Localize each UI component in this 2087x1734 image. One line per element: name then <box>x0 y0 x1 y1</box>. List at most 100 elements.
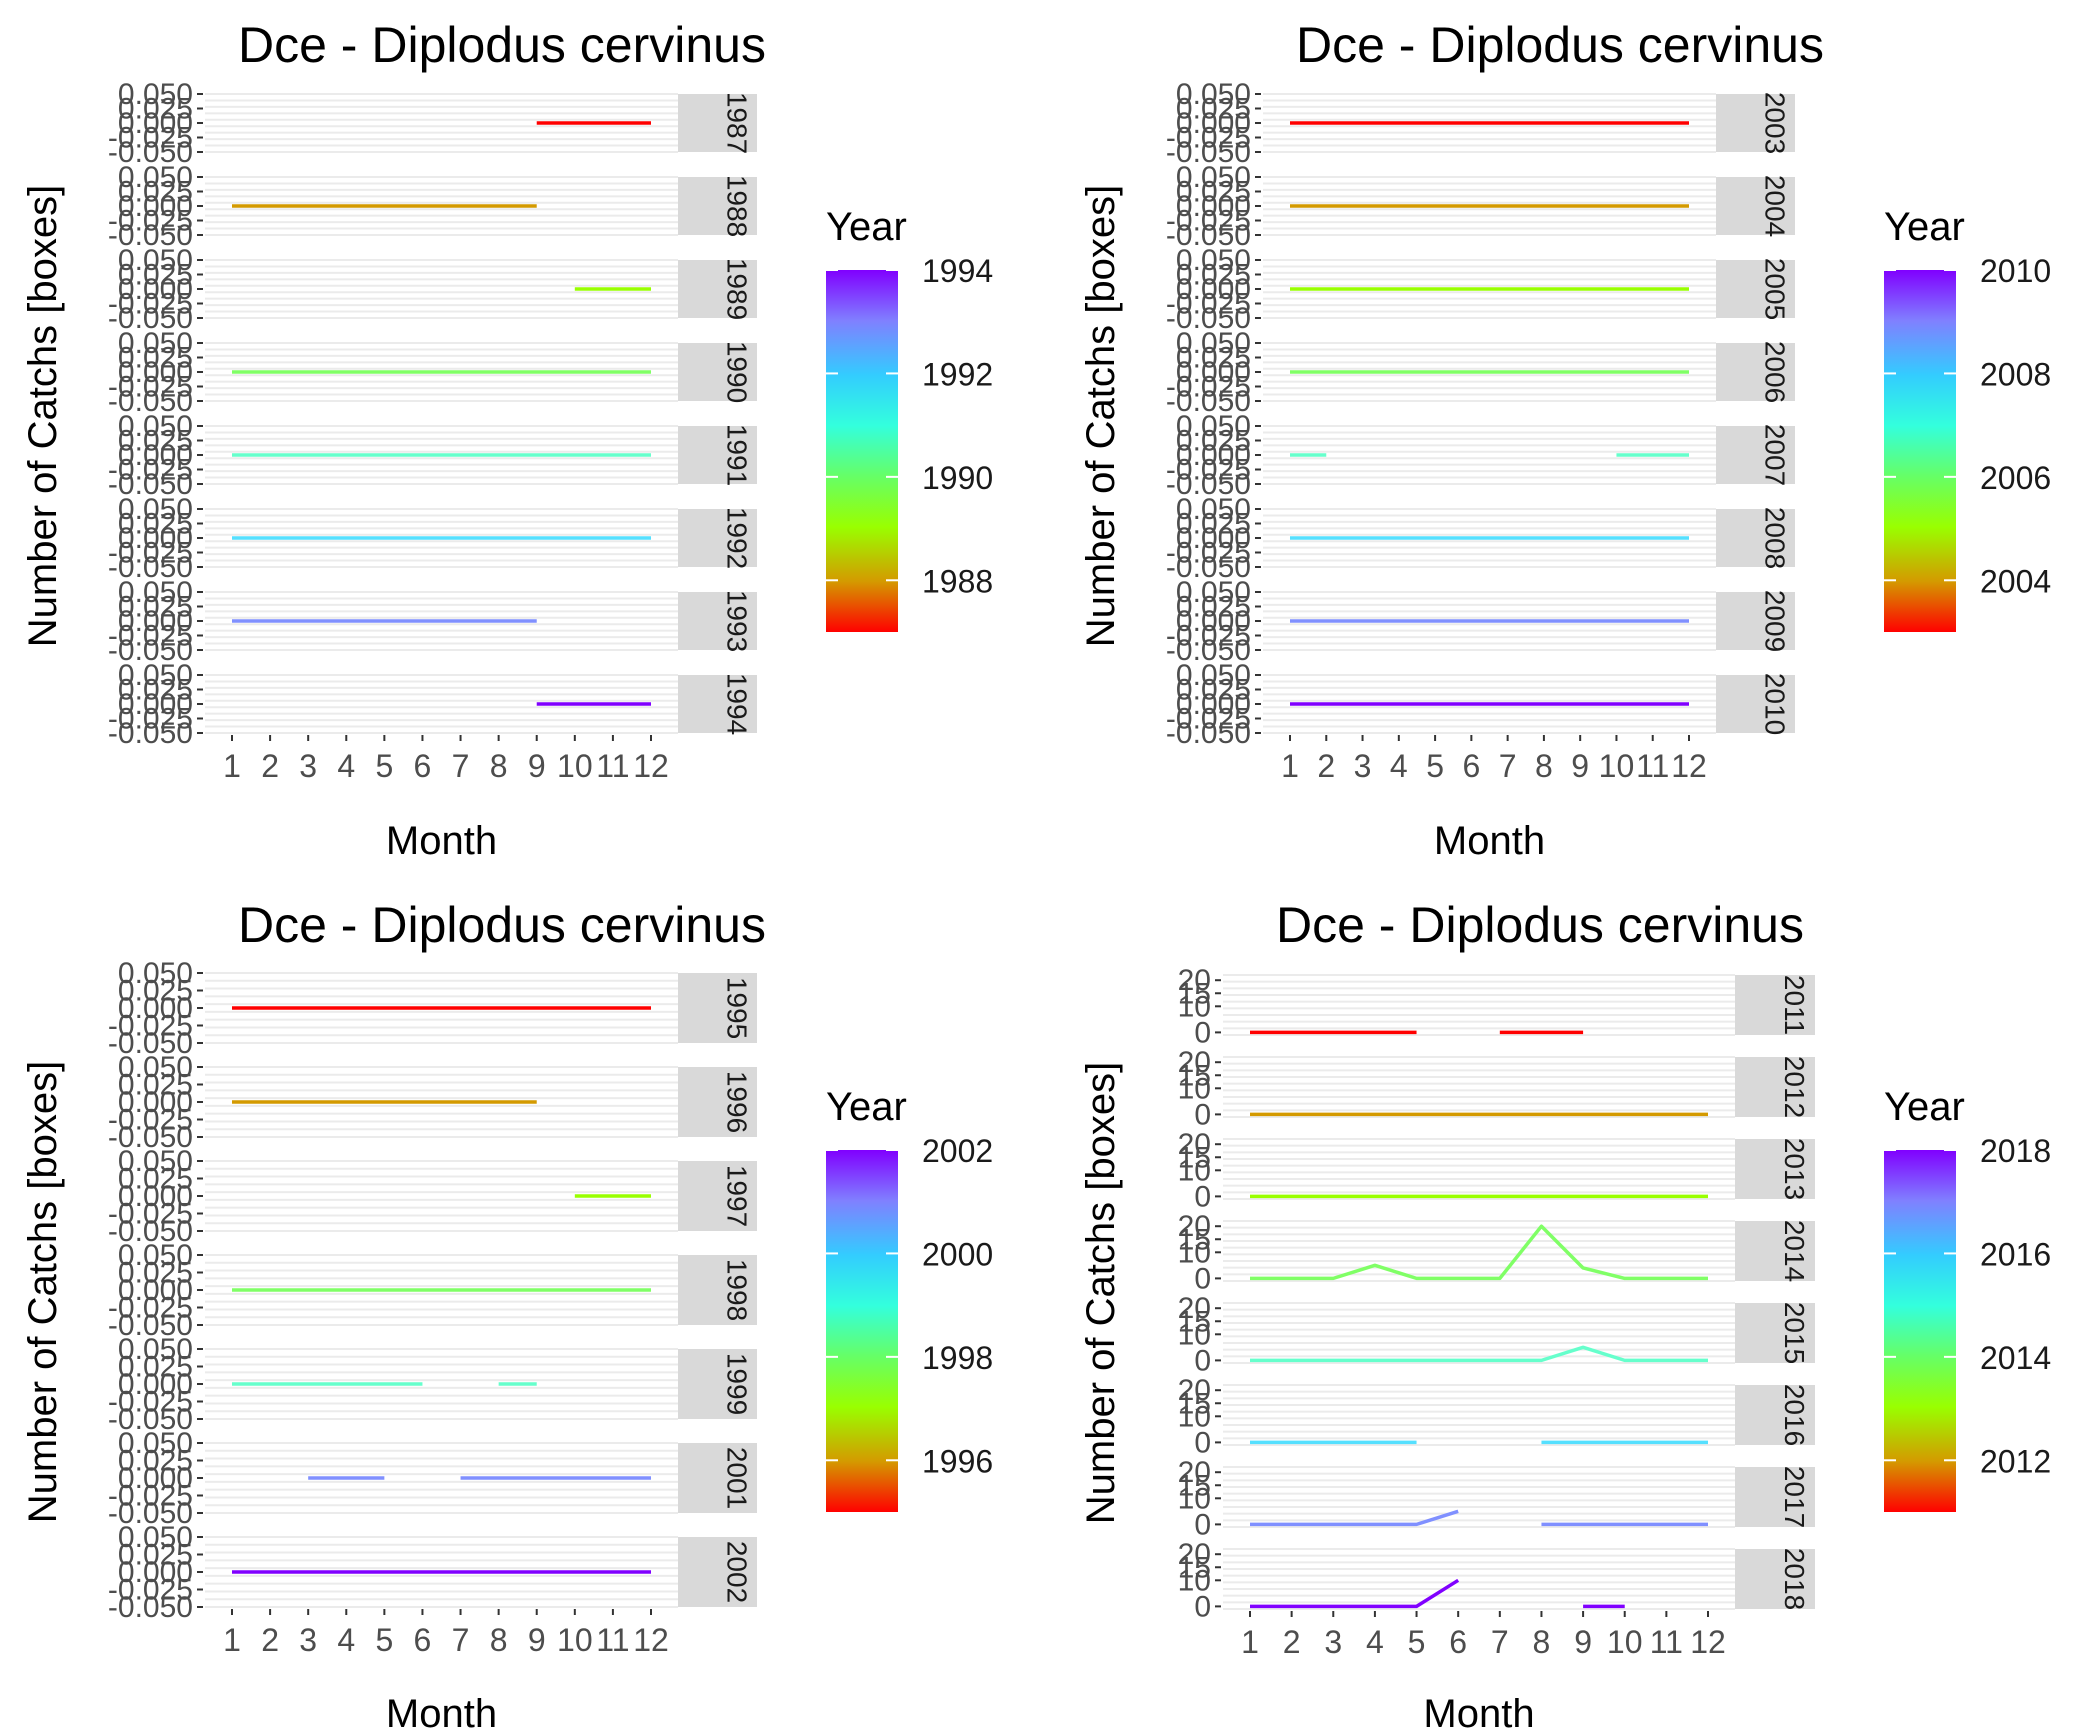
x-tick-label: 12 <box>1671 748 1707 784</box>
x-tick-label: 11 <box>1636 748 1669 784</box>
y-tick-label: 0.050 <box>118 659 193 692</box>
y-tick-label: 15 <box>1178 1305 1211 1338</box>
y-tick-label: -0.025 <box>108 620 193 653</box>
x-tick-label: 3 <box>299 1622 317 1658</box>
y-tick-label: 0.050 <box>118 493 193 526</box>
y-tick-label: 0 <box>1194 1180 1211 1213</box>
facet-strip-label: 2012 <box>1779 1056 1810 1118</box>
x-tick-label: 11 <box>596 748 629 784</box>
legend: Year 2004 2006 2008 2010 <box>1884 205 2051 632</box>
x-tick-label: 9 <box>528 748 546 784</box>
y-tick-label: 0.050 <box>118 957 193 990</box>
y-tick-label: 10 <box>1178 1154 1211 1187</box>
y-tick-label: -0.050 <box>1166 219 1251 252</box>
y-tick-label: 0.000 <box>118 1180 193 1213</box>
facet-strip <box>678 675 757 733</box>
y-tick-label: 10 <box>1178 1400 1211 1433</box>
x-tick-label: 10 <box>1599 748 1635 784</box>
y-tick-label: -0.050 <box>1166 136 1251 169</box>
y-tick-label: 0.025 <box>118 1351 193 1384</box>
y-tick-label: 10 <box>1178 1564 1211 1597</box>
x-tick-label: 7 <box>452 748 470 784</box>
x-tick-label: 7 <box>1499 748 1517 784</box>
colorbar-tick-label: 1990 <box>922 460 993 496</box>
y-tick-label: -0.050 <box>1166 717 1251 750</box>
facet-strip-label: 2010 <box>1760 673 1791 735</box>
facet-strip <box>1716 675 1795 733</box>
y-tick-label: 0.025 <box>118 425 193 458</box>
y-tick-label: -0.025 <box>108 1198 193 1231</box>
y-tick-label: -0.050 <box>108 1027 193 1060</box>
y-tick-label: 0.050 <box>118 244 193 277</box>
y-tick-label: -0.025 <box>108 205 193 238</box>
y-tick-label: -0.050 <box>1166 302 1251 335</box>
y-tick-label: 0.050 <box>118 1051 193 1084</box>
series-line-2015-1 <box>1250 1345 1708 1363</box>
colorbar-tick-label: 2010 <box>1980 253 2051 289</box>
facet-strip <box>678 260 757 318</box>
y-tick-label: 0.050 <box>118 1145 193 1178</box>
y-tick-label: 0.025 <box>1176 93 1251 126</box>
chart-3: Dce - Diplodus cervinus Number of Catchs … <box>21 897 993 1734</box>
panel-background <box>1223 1057 1735 1117</box>
colorbar <box>826 270 898 632</box>
facet-strip <box>678 343 757 401</box>
y-tick-label: -0.025 <box>108 1386 193 1419</box>
y-tick-label: 0.050 <box>118 410 193 443</box>
x-tick-label: 7 <box>1491 1624 1509 1660</box>
panel-background <box>1223 1549 1735 1609</box>
colorbar <box>826 1150 898 1512</box>
facet-strip-label: 2008 <box>1760 507 1791 569</box>
x-tick-label: 12 <box>633 748 669 784</box>
x-tick-label: 10 <box>557 1622 593 1658</box>
y-tick-label: 0.050 <box>118 161 193 194</box>
chart-title: Dce - Diplodus cervinus <box>238 897 766 953</box>
y-tick-label: -0.025 <box>1166 205 1251 238</box>
facet-strip <box>678 1443 757 1513</box>
x-axis-label: Month <box>386 1692 497 1734</box>
x-tick-label: 11 <box>1650 1624 1683 1660</box>
facet-strip-label: 2013 <box>1779 1138 1810 1200</box>
x-tick-label: 5 <box>1426 748 1444 784</box>
y-tick-label: 0.025 <box>118 1445 193 1478</box>
facet-strip <box>1716 426 1795 484</box>
y-tick-label: 15 <box>1178 1387 1211 1420</box>
y-tick-label: -0.050 <box>108 1121 193 1154</box>
y-tick-label: 0.025 <box>118 342 193 375</box>
y-tick-label: -0.050 <box>108 717 193 750</box>
y-tick-label: -0.050 <box>108 1215 193 1248</box>
x-tick-label: 2 <box>1317 748 1335 784</box>
y-tick-label: 0.000 <box>118 688 193 721</box>
y-tick-label: 20 <box>1178 1456 1211 1489</box>
y-tick-label: 0.000 <box>118 605 193 638</box>
y-tick-label: 0.050 <box>1176 410 1251 443</box>
y-tick-label: -0.050 <box>108 302 193 335</box>
y-tick-label: -0.025 <box>1166 620 1251 653</box>
y-tick-label: 20 <box>1178 1210 1211 1243</box>
y-tick-label: 0 <box>1194 1016 1211 1049</box>
y-tick-label: 20 <box>1178 1128 1211 1161</box>
x-tick-label: 5 <box>375 1622 393 1658</box>
facet-strip <box>678 94 757 152</box>
y-tick-label: 0.025 <box>118 93 193 126</box>
facet-strip <box>1735 1139 1815 1199</box>
colorbar <box>1884 1150 1956 1512</box>
y-tick-label: 15 <box>1178 977 1211 1010</box>
facet-strip-label: 1990 <box>722 341 753 403</box>
x-tick-label: 1 <box>1241 1624 1259 1660</box>
y-tick-label: -0.025 <box>108 371 193 404</box>
facet-strip-label: 1988 <box>722 175 753 237</box>
facet-strip <box>678 177 757 235</box>
y-tick-label: 0.000 <box>118 107 193 140</box>
y-tick-label: 15 <box>1178 1141 1211 1174</box>
x-tick-label: 1 <box>223 1622 241 1658</box>
x-tick-label: 6 <box>1462 748 1480 784</box>
facet-strip <box>1735 1221 1815 1281</box>
y-tick-label: 0.050 <box>1176 161 1251 194</box>
facet-strip <box>678 1349 757 1419</box>
y-tick-label: 0.025 <box>1176 674 1251 707</box>
y-tick-label: -0.050 <box>108 468 193 501</box>
y-tick-label: -0.025 <box>1166 288 1251 321</box>
